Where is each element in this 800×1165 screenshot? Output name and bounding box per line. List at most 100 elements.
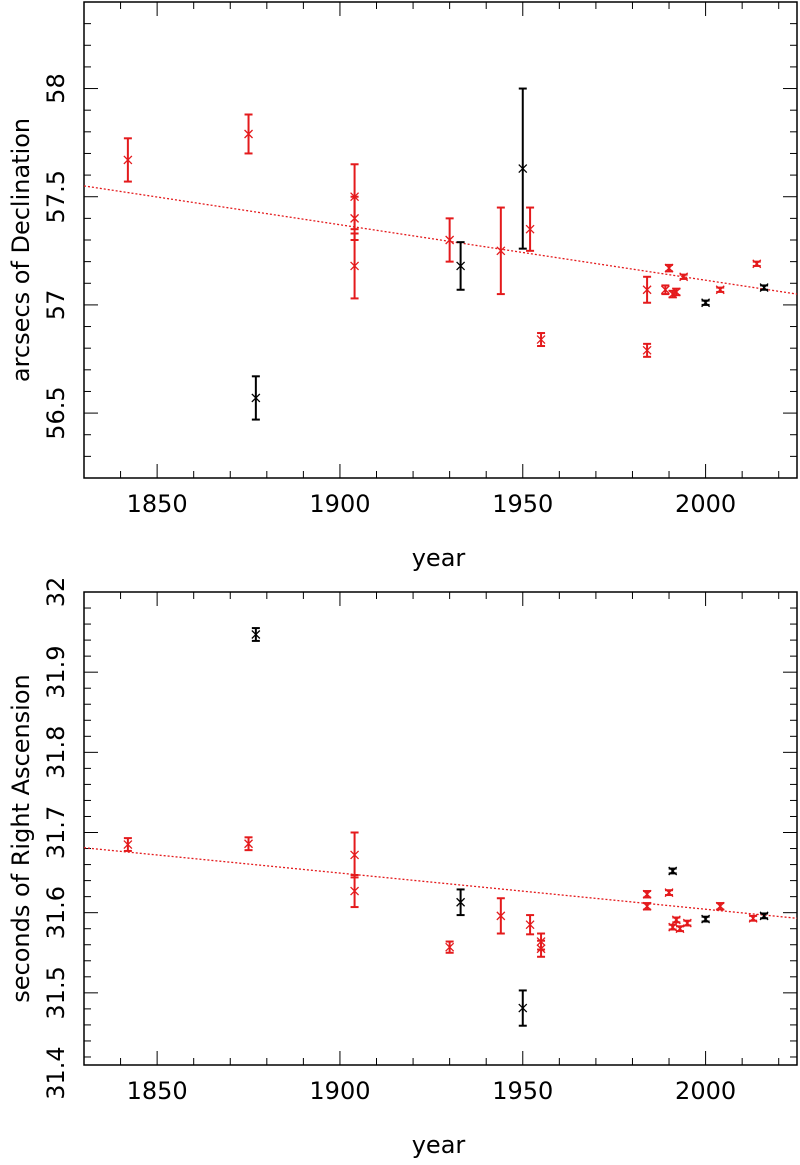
- marker-cross-b: [350, 213, 360, 223]
- marker-cross-b: [536, 335, 546, 344]
- data-point: [525, 206, 535, 252]
- data-point: [350, 831, 360, 879]
- marker-cross-b: [715, 901, 725, 911]
- x-tick-label: 1950: [492, 490, 553, 518]
- data-point: [244, 836, 253, 852]
- data-point: [642, 342, 652, 358]
- data-point: [536, 939, 546, 958]
- marker-cross-b: [251, 393, 261, 403]
- marker-cross-b: [759, 283, 769, 293]
- y-tick-label: 56.5: [42, 386, 70, 439]
- data-point: [715, 285, 725, 295]
- marker-cross-b: [350, 261, 360, 271]
- marker-cross-b: [660, 285, 670, 295]
- data-point: [759, 283, 769, 293]
- x-axis-title: year: [412, 1131, 466, 1159]
- data-point: [251, 627, 261, 642]
- y-tick-label: 57: [42, 290, 70, 321]
- marker-cross-b: [664, 888, 674, 898]
- fit-line: [83, 185, 798, 295]
- data-point: [675, 924, 685, 934]
- marker-cross-b: [682, 918, 692, 928]
- data-point: [525, 914, 535, 936]
- x-tick-label: 1850: [127, 490, 188, 518]
- x-tick-label: 1950: [492, 1077, 553, 1105]
- data-point: [664, 263, 674, 273]
- marker-cross-b: [244, 839, 253, 849]
- marker-cross-b: [445, 942, 455, 952]
- data-point: [642, 889, 652, 899]
- declination-panel: 1850 1900 1950 2000 56.5 57 57.5 58 year arcsecs …: [7, 1, 798, 572]
- y-axis-title: seconds of Right Ascension: [7, 674, 35, 1002]
- marker-cross-b: [752, 259, 762, 269]
- data-point: [456, 888, 466, 917]
- marker-cross-b: [642, 285, 652, 295]
- marker-cross-b: [244, 129, 253, 139]
- marker-cross-b: [518, 1003, 528, 1013]
- data-point: [518, 87, 528, 250]
- data-point: [671, 915, 681, 925]
- marker-cross-b: [642, 345, 652, 355]
- x-tick-label: 2000: [675, 1077, 736, 1105]
- marker-cross-b: [668, 866, 678, 876]
- y-tick-label: 58: [42, 73, 70, 104]
- data-point: [350, 873, 360, 909]
- marker-cross-b: [671, 915, 681, 925]
- data-point: [496, 206, 506, 296]
- data-point: [715, 901, 725, 911]
- data-point: [642, 901, 652, 911]
- data-point: [445, 217, 455, 263]
- marker-cross-b: [456, 897, 466, 907]
- marker-cross-b: [748, 913, 758, 923]
- y-axis-title: arcsecs of Declination: [7, 118, 35, 382]
- y-tick-label: 31.9: [42, 645, 70, 698]
- x-axis-title: year: [412, 544, 466, 572]
- marker-cross-b: [664, 263, 674, 273]
- data-point: [456, 241, 466, 291]
- marker-cross-b: [715, 285, 725, 295]
- marker-cross-b: [350, 850, 360, 860]
- marker-cross-b: [675, 924, 685, 934]
- data-point: [668, 922, 678, 932]
- data-point: [701, 298, 711, 308]
- x-tick-label: 1850: [127, 1077, 188, 1105]
- marker-cross-b: [123, 840, 133, 849]
- data-point: [350, 232, 360, 300]
- data-point: [244, 113, 253, 155]
- data-point: [752, 259, 762, 269]
- data-point: [518, 989, 528, 1027]
- data-point: [679, 272, 689, 282]
- fit-line: [83, 847, 798, 919]
- marker-cross-b: [525, 920, 535, 930]
- marker-cross-b: [251, 630, 261, 639]
- marker-cross-b: [759, 911, 769, 921]
- marker-cross-b: [668, 922, 678, 932]
- marker-cross-b: [701, 298, 711, 308]
- data-point: [668, 866, 678, 876]
- marker-cross-b: [701, 914, 711, 924]
- data-point: [642, 275, 652, 304]
- data-point: [660, 284, 670, 296]
- y-tick-label: 31.7: [42, 806, 70, 859]
- data-point: [748, 913, 758, 923]
- x-tick-label: 2000: [675, 490, 736, 518]
- y-tick-label: 31.6: [42, 886, 70, 939]
- y-tick-label: 31.8: [42, 726, 70, 779]
- y-tick-label: 31.5: [42, 966, 70, 1019]
- data-point: [251, 375, 261, 421]
- data-point: [123, 837, 133, 852]
- data-point: [682, 918, 692, 928]
- marker-cross-b: [642, 889, 652, 899]
- marker-cross-b: [445, 235, 455, 245]
- marker-cross-b: [642, 901, 652, 911]
- marker-cross-b: [123, 155, 133, 165]
- marker-cross-b: [536, 944, 546, 954]
- marker-cross-b: [496, 246, 506, 256]
- marker-cross-b: [496, 911, 506, 921]
- right-ascension-panel: 1850 1900 1950 2000 31.4 31.5 31.6 31.7 31.8 31.9…: [7, 577, 798, 1159]
- marker-cross-b: [671, 287, 681, 297]
- marker-cross-b: [679, 272, 689, 282]
- data-point: [664, 888, 674, 898]
- data-point: [536, 332, 546, 348]
